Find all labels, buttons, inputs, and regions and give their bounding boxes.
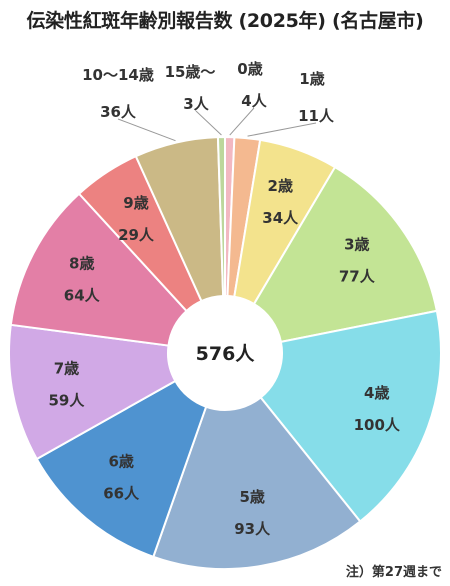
- slice-value-label: 64人: [64, 286, 101, 304]
- slice-category-label: 1歳: [299, 70, 324, 88]
- slice-value-label: 59人: [48, 392, 85, 410]
- leader-line-1: [247, 122, 317, 137]
- leader-line-10-14: [117, 118, 176, 142]
- slice-category-label: 15歳〜: [165, 63, 216, 81]
- footnote: 注）第27週まで: [345, 565, 442, 580]
- donut-hole: [168, 296, 282, 410]
- center-total-label: 576人: [196, 343, 256, 365]
- slice-category-label: 6歳: [108, 453, 133, 471]
- slice-value-label: 4人: [241, 92, 267, 110]
- slice-category-label: 0歳: [237, 60, 262, 78]
- slice-category-label: 9歳: [123, 194, 148, 212]
- slice-category-label: 4歳: [364, 384, 389, 402]
- slice-category-label: 8歳: [69, 254, 94, 272]
- slice-category-label: 3歳: [344, 236, 369, 254]
- slice-value-label: 36人: [100, 103, 137, 121]
- slice-category-label: 10〜14歳: [82, 66, 154, 84]
- leader-line-15: [195, 110, 222, 136]
- slice-value-label: 77人: [339, 268, 376, 286]
- slice-value-label: 3人: [183, 95, 209, 113]
- slice-value-label: 34人: [262, 209, 299, 227]
- chart-title: 伝染性紅斑年齢別報告数 (2025年) (名古屋市): [26, 10, 424, 32]
- slice-value-label: 66人: [103, 485, 140, 503]
- slice-4: [259, 309, 442, 523]
- slice-value-label: 93人: [234, 520, 271, 538]
- slice-category-label: 7歳: [54, 360, 79, 378]
- leader-line-0: [229, 107, 255, 136]
- slice-value-label: 29人: [118, 226, 155, 244]
- slice-value-label: 11人: [298, 107, 335, 125]
- slice-value-label: 100人: [354, 416, 401, 434]
- slice-category-label: 5歳: [239, 488, 264, 506]
- slice-category-label: 2歳: [268, 177, 293, 195]
